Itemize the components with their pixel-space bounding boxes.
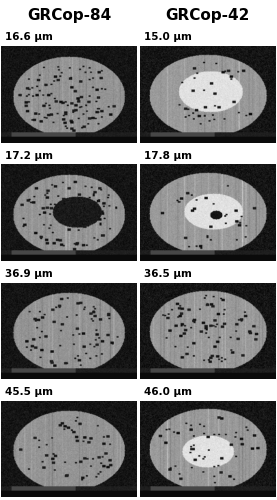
Text: 17.8 μm: 17.8 μm	[144, 150, 192, 160]
Text: 17.2 μm: 17.2 μm	[6, 150, 53, 160]
Text: 45.5 μm: 45.5 μm	[6, 387, 53, 397]
Text: GRCop-84: GRCop-84	[27, 8, 111, 23]
Text: 36.9 μm: 36.9 μm	[6, 269, 53, 279]
Text: 16.6 μm: 16.6 μm	[6, 32, 53, 42]
Text: 36.5 μm: 36.5 μm	[144, 269, 192, 279]
Text: 46.0 μm: 46.0 μm	[144, 387, 192, 397]
Text: 15.0 μm: 15.0 μm	[144, 32, 192, 42]
Text: GRCop-42: GRCop-42	[166, 8, 250, 23]
